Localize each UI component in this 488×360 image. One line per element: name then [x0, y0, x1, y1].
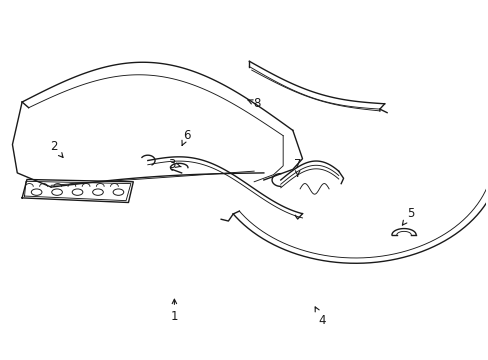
Text: 3: 3 — [168, 158, 181, 171]
Text: 5: 5 — [402, 207, 414, 225]
Text: 4: 4 — [315, 307, 325, 327]
Text: 1: 1 — [170, 299, 178, 323]
Text: 8: 8 — [247, 97, 260, 110]
Text: 7: 7 — [293, 158, 301, 176]
Text: 6: 6 — [182, 129, 190, 145]
Text: 2: 2 — [50, 140, 63, 157]
